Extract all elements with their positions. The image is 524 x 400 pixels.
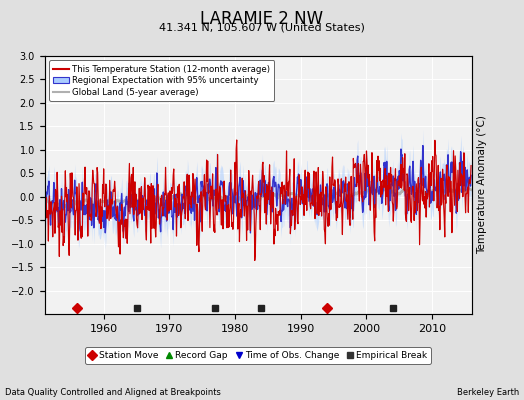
Text: Berkeley Earth: Berkeley Earth — [456, 388, 519, 397]
Y-axis label: Temperature Anomaly (°C): Temperature Anomaly (°C) — [477, 116, 487, 254]
Text: 41.341 N, 105.607 W (United States): 41.341 N, 105.607 W (United States) — [159, 22, 365, 32]
Text: LARAMIE 2 NW: LARAMIE 2 NW — [201, 10, 323, 28]
Text: Data Quality Controlled and Aligned at Breakpoints: Data Quality Controlled and Aligned at B… — [5, 388, 221, 397]
Legend: Station Move, Record Gap, Time of Obs. Change, Empirical Break: Station Move, Record Gap, Time of Obs. C… — [85, 348, 431, 364]
